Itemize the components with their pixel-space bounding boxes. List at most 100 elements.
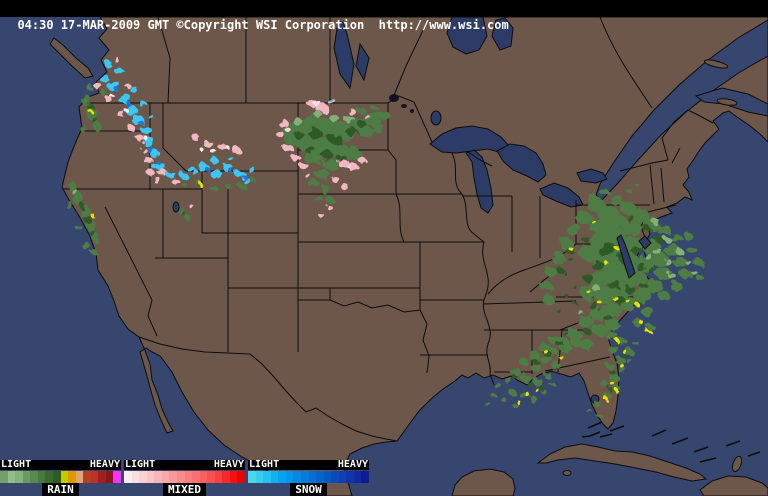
legend-swatch	[285, 471, 294, 483]
legend-swatch	[124, 471, 132, 483]
legend-swatch	[323, 471, 332, 483]
prince-edward-island	[716, 98, 738, 106]
rain-color-scale	[0, 471, 121, 483]
radar-east-coast-heavy	[569, 219, 651, 333]
mixed-intensity-labels: LIGHT HEAVY	[124, 460, 245, 470]
radar-florida-offshore-heavy	[604, 339, 627, 401]
legend-swatch	[338, 471, 347, 483]
legend-swatch	[207, 471, 215, 483]
radar-northwest-mixed	[94, 58, 154, 175]
land-mainland	[61, 16, 768, 496]
radar-dakota-snow-dot	[328, 99, 334, 103]
radar-oregon-light	[72, 189, 78, 195]
radar-dakota-mixed	[276, 99, 371, 216]
legend-swatch	[131, 471, 140, 483]
rain-label: RAIN	[42, 483, 79, 496]
legend-swatch	[22, 471, 31, 483]
mixed-light-label: LIGHT	[125, 459, 156, 470]
radar-northwest-snow	[99, 61, 165, 170]
snow-heavy-label: HEAVY	[337, 459, 368, 470]
legend-swatch	[176, 471, 185, 483]
radar-rockies-rain	[183, 178, 255, 191]
islands	[49, 37, 768, 496]
legend-swatch	[229, 471, 238, 483]
cuba	[536, 443, 708, 482]
snow-label-row: SNOW	[248, 483, 369, 496]
radar-washington-coast-rain	[81, 85, 107, 133]
radar-east-coast-rain-light	[577, 219, 697, 314]
legend-swatch	[278, 471, 286, 483]
radar-dakota-mixed-light	[285, 101, 353, 168]
legend-swatch	[331, 471, 339, 483]
legend-swatch	[52, 471, 61, 483]
anticosti-island	[703, 59, 729, 69]
border-lakes	[389, 94, 414, 113]
radar-rockies-mixed	[143, 135, 241, 185]
legend-swatch	[237, 471, 245, 483]
legend-swatch	[192, 471, 200, 483]
james-bay	[446, 16, 488, 55]
legend-swatch	[30, 471, 38, 483]
mexico-border	[138, 336, 398, 442]
radar-rockies-heavy-dot	[198, 182, 202, 186]
rain-light-label: LIGHT	[1, 459, 32, 470]
radar-washington-heavy-dot	[89, 110, 93, 114]
mixed-label-row: MIXED	[124, 483, 245, 496]
legend-group-mixed: LIGHT HEAVY MIXED	[124, 460, 245, 496]
bahamas-chains	[581, 421, 761, 463]
legend-swatch	[161, 471, 170, 483]
yucatan	[451, 468, 516, 496]
lake-ontario	[576, 168, 608, 184]
lake-michigan	[465, 149, 494, 214]
legend-group-snow: LIGHT HEAVY SNOW	[248, 460, 369, 496]
mixed-heavy-label: HEAVY	[213, 459, 244, 470]
radar-washington-coast-dark	[87, 103, 98, 123]
legend-swatch	[15, 471, 23, 483]
legend-group-rain: LIGHT HEAVY RAIN	[0, 460, 121, 496]
mixed-color-scale	[124, 471, 245, 483]
snow-light-label: LIGHT	[249, 459, 280, 470]
legend-swatch	[68, 471, 76, 483]
legend-swatch	[346, 471, 354, 483]
rain-label-row: RAIN	[0, 483, 121, 496]
lake-nipigon	[430, 110, 442, 126]
legend-swatch	[37, 471, 46, 483]
legend-swatch	[353, 471, 362, 483]
legend-swatch	[300, 471, 309, 483]
legend-swatch	[293, 471, 301, 483]
legend-swatch	[146, 471, 155, 483]
legend-swatch	[255, 471, 264, 483]
legend-swatch	[0, 471, 8, 483]
legend-swatch	[83, 471, 91, 483]
legend-swatch	[139, 471, 147, 483]
radar-rockies-white	[200, 144, 228, 154]
radar-gulf-rain-dark	[513, 341, 564, 390]
legend-swatch	[199, 471, 208, 483]
radar-utah-dark	[181, 211, 185, 215]
radar-rockies-snow-heavy	[206, 168, 246, 178]
radar-east-coast-rain-dark	[556, 215, 664, 336]
legend-swatch	[270, 471, 279, 483]
radar-oregon-heavy-dot	[91, 214, 95, 218]
legend-swatch	[263, 471, 271, 483]
legend-swatch	[248, 471, 256, 483]
header-bar: 04:30 17-MAR-2009 GMT ©Copyright WSI Cor…	[0, 0, 768, 32]
radar-northwest-snow-heavy	[114, 88, 159, 164]
radar-northwest-white	[110, 94, 148, 140]
radar-dakota-rain-dark	[295, 121, 367, 161]
east-coast-bays	[616, 234, 652, 279]
legend-swatch	[222, 471, 230, 483]
legend-swatch	[214, 471, 223, 483]
andros-island	[731, 455, 743, 473]
hispaniola	[699, 475, 768, 496]
rain-intensity-labels: LIGHT HEAVY	[0, 460, 121, 470]
radar-dakota-rain-light	[293, 111, 356, 125]
vancouver-island	[49, 37, 94, 79]
radar-florida-offshore-dark	[607, 342, 627, 390]
snow-intensity-labels: LIGHT HEAVY	[248, 460, 369, 470]
legend-swatch	[7, 471, 16, 483]
chesapeake-bay	[616, 234, 636, 279]
legend-swatch	[308, 471, 317, 483]
